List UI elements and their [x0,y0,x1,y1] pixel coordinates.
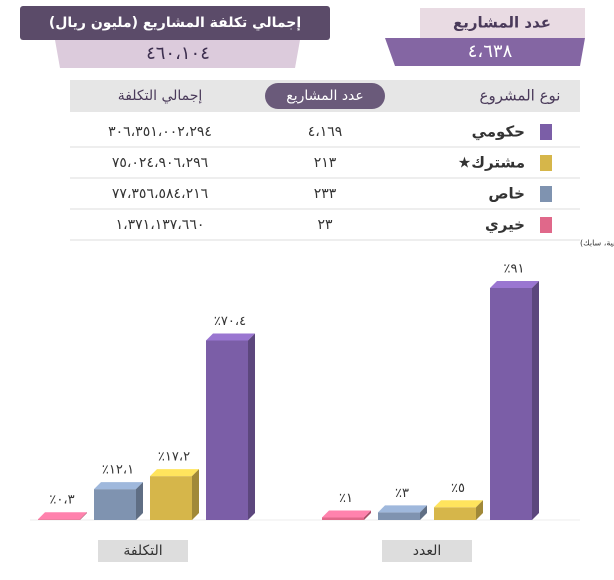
bar-top [206,333,255,341]
chart-title-box [98,540,188,562]
column-header: عدد المشاريع [286,88,364,104]
row-cost: ٧٧،٣٥٦،٥٨٤،٢١٦ [112,186,208,202]
bar-top [322,510,371,518]
row-count: ٢١٣ [314,155,337,171]
row-cost: ١،٣٧١،١٣٧،٦٦٠ [116,217,205,233]
row-swatch [540,155,552,171]
bar [434,507,476,520]
bar-side [248,333,255,520]
count-value: ٤،٦٣٨ [468,41,513,62]
bar-side [420,505,427,520]
column-header-pill [265,83,385,109]
value-label: ٪١ [339,491,353,506]
row-count: ٢٣٣ [314,186,337,202]
value-label: ٪٣ [395,486,409,501]
count-value-band [385,38,585,66]
row-swatch [540,186,552,202]
bar-side [80,512,87,520]
row-swatch [540,217,552,233]
chart-title-box [382,540,472,562]
bar [38,519,80,520]
value-label: ٪٧٠،٤ [214,314,246,329]
column-header: إجمالي التكلفة [118,88,203,104]
bar [94,489,136,520]
count-label-box [420,8,585,38]
row-type: خيري [485,216,525,235]
row-type: حكومي [472,123,525,141]
bar-side [476,500,483,520]
bar [322,517,364,520]
bar-top [150,469,199,477]
count-label: عدد المشاريع [453,14,551,32]
row-type: خاص [488,185,525,203]
bar-top [378,505,427,513]
row-type: مشترك★ [458,154,525,172]
value-label: ٪٩١ [504,261,525,276]
row-cost: ٧٥،٠٢٤،٩٠٦،٢٩٦ [112,155,208,171]
row-count: ٤،١٦٩ [308,124,343,140]
bar-side [532,280,539,520]
bar-side [136,482,143,520]
bar [206,340,248,520]
bar-top [434,500,483,508]
bar-top [490,280,539,288]
cost-value-band [55,40,300,68]
value-label: ٪٥ [451,481,465,496]
footnote: ★ المؤسسات والشركات العامة شبه الحكومية … [580,237,614,248]
row-count: ٢٣ [317,217,333,233]
bar-top [94,482,143,490]
bar-top [38,512,87,520]
chart-title: التكلفة [123,543,162,559]
cost-label-box [20,6,330,40]
chart-title: العدد [413,543,442,559]
row-cost: ٣٠٦،٣٥١،٠٠٢،٢٩٤ [108,124,212,140]
bar [150,476,192,520]
cost-label: إجمالي تكلفة المشاريع (مليون ريال) [49,15,301,31]
cost-value: ٤٦٠،١٠٤ [146,43,210,64]
value-label: ٪١٧،٢ [158,450,190,465]
bar [378,512,420,520]
value-label: ٪١٢،١ [102,463,134,478]
column-header: نوع المشروع [480,87,561,105]
bar [490,287,532,520]
bar-side [364,510,371,520]
bar-side [192,469,199,520]
value-label: ٪٠،٣ [49,493,74,508]
row-swatch [540,124,552,140]
